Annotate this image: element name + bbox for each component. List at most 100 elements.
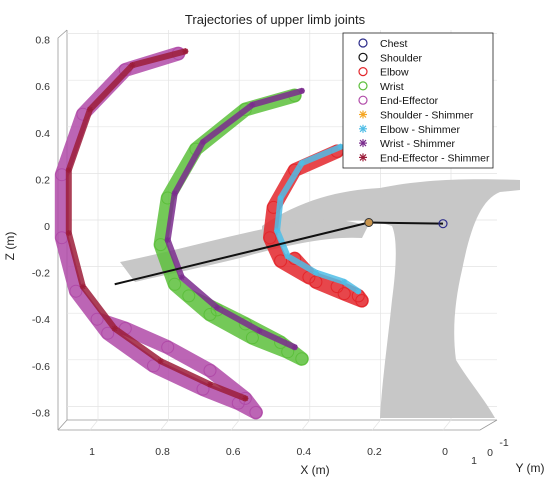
chart-title: Trajectories of upper limb joints [185,12,366,27]
data-point [298,160,305,167]
data-point [291,344,298,351]
body-silhouette [120,179,520,418]
star-stroke [179,274,185,280]
data-point [238,103,252,116]
legend-entry: Shoulder [358,52,423,64]
x-tick-label: 0.2 [367,446,382,458]
star-stroke [158,358,164,364]
data-point [355,288,362,295]
data-point [69,284,83,298]
star-stroke [242,395,248,402]
data-point [161,340,175,354]
star-stroke [341,279,347,285]
z-tick-label: -0.8 [32,407,50,419]
grid-floor-line [89,419,99,431]
data-point [263,231,277,245]
star-stroke [66,230,72,236]
star-stroke [338,144,344,150]
x-axis-label: X (m) [300,463,329,477]
data-point [111,325,118,332]
frame-back-left [57,29,68,430]
legend-label: Wrist [380,81,404,93]
star-stroke [249,102,255,108]
z-axis-label: Z (m) [3,232,17,261]
x-tick-label: 1 [89,446,95,458]
data-point [337,287,351,301]
data-point [298,87,305,94]
star-stroke [299,88,305,94]
legend-label: Shoulder [380,52,423,64]
legend-label: End-Effector - Shimmer [380,152,490,164]
star-stroke [274,228,280,234]
grid-floor-line [301,419,311,431]
legend-marker [358,52,368,62]
star-stroke [129,62,135,68]
data-point [245,331,259,345]
legend-label: Chest [380,38,408,50]
data-point [79,283,86,290]
star-stroke [285,253,291,259]
torso-shape [262,179,520,418]
z-tick-label: -0.2 [32,268,50,280]
data-point [147,359,160,373]
y-axis-label: Y (m) [515,461,544,475]
legend-label: Wrist - Shimmer [380,138,456,150]
data-point [157,358,164,365]
legend-label: Elbow [380,67,409,79]
legend-box [342,32,494,169]
z-tick-label: 0.8 [35,35,50,47]
grid-floor-line [230,419,240,431]
legend-entry: Wrist [358,81,404,93]
y-tick-label: 1 [471,455,477,467]
data-point [65,167,72,174]
star-stroke [66,167,72,173]
legend-marker [359,111,367,118]
grid-floor-line [442,419,452,431]
arm-chest-shoulder [368,221,444,225]
data-point [277,195,284,202]
z-tick-label: 0.2 [35,174,50,186]
legend-entry: Elbow [358,67,409,79]
data-point [249,405,263,419]
data-point [355,294,369,308]
data-point [164,236,171,243]
data-point [256,327,263,334]
x-tick-label: 0.4 [296,446,311,458]
data-point [249,101,256,108]
data-point [199,139,206,146]
star-stroke [112,325,118,332]
star-stroke [80,283,86,290]
grid-floor-line [372,419,381,431]
legend-marker [359,139,367,147]
data-point [90,312,104,326]
z-tick-label: 0.6 [35,81,50,93]
trajectories [54,46,369,420]
star-stroke [200,139,206,145]
data-point [101,326,115,340]
z-tick-labels: 0.8 0.6 0.4 0.2 0 -0.2 -0.4 -0.6 -0.8 [32,35,50,420]
data-point [203,364,217,377]
legend-marker [358,81,368,91]
x-tick-label: 0.8 [155,446,170,458]
data-point [274,227,281,234]
data-point [242,395,249,402]
legend-label: End-Effector [380,95,439,107]
y-tick-labels: 10 -1 [471,437,509,467]
z-tick-label: -0.4 [32,314,50,326]
x-tick-label: 0 [442,446,448,458]
star-stroke [292,344,298,350]
data-point [284,253,291,260]
legend-entry: End-Effector [358,95,439,107]
chest-point [438,219,448,229]
legend-marker [359,125,367,133]
data-point [203,308,217,321]
z-tick-label: -0.6 [32,361,50,373]
data-point [168,277,182,291]
data-point [178,274,185,281]
star-stroke [299,160,305,166]
shoulder-point [364,218,374,228]
legend-entry: Wrist - Shimmer [359,138,456,150]
star-stroke [165,237,171,243]
frame-corner [57,419,68,431]
legend-entry: Shoulder - Shimmer [359,110,474,122]
